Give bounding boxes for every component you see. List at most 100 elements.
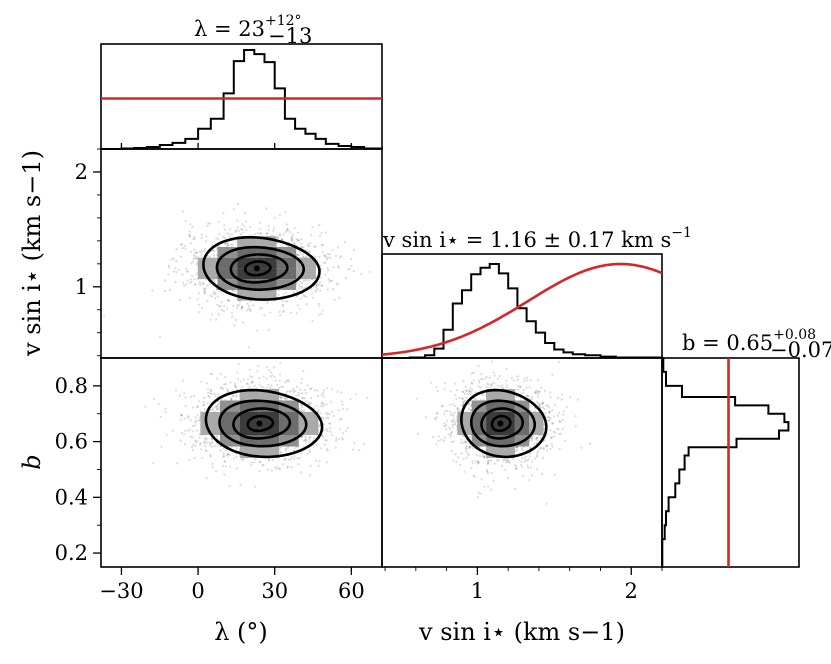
scatter-point: [284, 381, 287, 384]
scatter-point: [260, 307, 263, 310]
scatter-point: [332, 414, 335, 418]
scatter-point: [260, 385, 263, 388]
contour-level-1: [243, 260, 272, 277]
scatter-point: [190, 280, 193, 283]
scatter-point: [486, 469, 489, 472]
scatter-point: [452, 414, 455, 417]
scatter-point: [453, 411, 456, 414]
scatter-point: [511, 457, 515, 461]
scatter-point: [486, 382, 489, 385]
scatter-point: [535, 442, 538, 445]
scatter-point: [193, 424, 197, 427]
scatter-point: [232, 208, 235, 211]
scatter-point: [319, 276, 322, 279]
scatter-point: [205, 450, 208, 453]
scatter-point: [524, 458, 527, 461]
density-cell: [256, 247, 277, 258]
scatter-lambda-vsini: [102, 202, 371, 349]
scatter-point: [565, 406, 569, 409]
scatter-point: [242, 378, 245, 381]
ylabel-vsini: v sin i⋆ (km s−1): [18, 150, 46, 357]
scatter-point: [305, 255, 308, 258]
scatter-point: [314, 459, 318, 463]
scatter-point: [454, 405, 457, 408]
scatter-point: [209, 389, 212, 393]
scatter-point: [179, 439, 182, 442]
scatter-point: [175, 271, 178, 274]
scatter-point: [472, 447, 475, 450]
scatter-point: [197, 292, 200, 295]
scatter-point: [321, 401, 324, 404]
scatter-point: [285, 398, 288, 401]
scatter-point: [300, 237, 303, 241]
scatter-point: [222, 447, 225, 450]
scatter-point: [240, 305, 243, 308]
scatter-point: [252, 304, 255, 307]
scatter-point: [282, 310, 285, 313]
scatter-point: [318, 289, 322, 292]
panel-hist-lambda-frame: [100, 43, 383, 150]
scatter-vsini-b: [416, 360, 592, 505]
scatter-point: [227, 389, 230, 393]
scatter-point: [267, 228, 270, 231]
scatter-point: [285, 223, 288, 226]
scatter-point: [340, 436, 343, 439]
scatter-point: [199, 443, 202, 446]
scatter-point: [236, 306, 239, 309]
scatter-point: [293, 455, 296, 458]
scatter-point: [305, 295, 308, 298]
scatter-point: [481, 393, 484, 396]
scatter-point: [533, 391, 537, 394]
scatter-point: [468, 445, 471, 448]
scatter-point: [182, 210, 185, 213]
scatter-point: [530, 474, 533, 477]
scatter-point: [523, 446, 526, 449]
scatter-point: [187, 415, 190, 418]
scatter-point: [228, 228, 232, 231]
scatter-point: [249, 225, 252, 229]
scatter-point: [174, 281, 177, 284]
scatter-point: [417, 432, 420, 435]
scatter-point: [557, 411, 561, 414]
scatter-point: [516, 378, 519, 381]
scatter-point: [530, 398, 534, 401]
scatter-point: [321, 284, 324, 287]
scatter-point: [246, 309, 249, 312]
scatter-point: [226, 298, 229, 302]
scatter-point: [346, 268, 349, 271]
scatter-point: [460, 441, 463, 445]
scatter-point: [196, 405, 199, 408]
scatter-point: [519, 463, 523, 466]
scatter-point: [434, 418, 437, 421]
scatter-point: [325, 416, 328, 419]
scatter-point: [490, 360, 493, 363]
density-cell: [239, 435, 260, 447]
scatter-point: [473, 475, 476, 478]
scatter-point: [285, 291, 288, 294]
scatter-point: [318, 281, 322, 284]
density-cell: [279, 423, 299, 435]
scatter-point: [185, 283, 188, 286]
scatter-point: [235, 395, 238, 398]
scatter-point: [481, 378, 484, 381]
scatter-point: [536, 436, 539, 439]
scatter-point: [249, 308, 252, 311]
scatter-point: [317, 464, 320, 467]
scatter-point: [195, 257, 198, 260]
scatter-point: [537, 449, 540, 452]
scatter-point: [317, 302, 320, 305]
scatter-point: [490, 488, 493, 491]
scatter-point: [217, 408, 220, 411]
density-cell: [486, 435, 501, 447]
scatter-point: [192, 238, 195, 241]
scatter-point: [334, 446, 337, 449]
scatter-point: [535, 436, 538, 439]
scatter-point: [555, 427, 559, 430]
scatter-point: [548, 411, 552, 414]
scatter-point: [534, 390, 537, 393]
scatter-point: [465, 450, 468, 453]
scatter-point: [302, 294, 305, 297]
scatter-point: [171, 429, 175, 432]
scatter-point: [523, 460, 526, 463]
scatter-point: [205, 235, 208, 238]
